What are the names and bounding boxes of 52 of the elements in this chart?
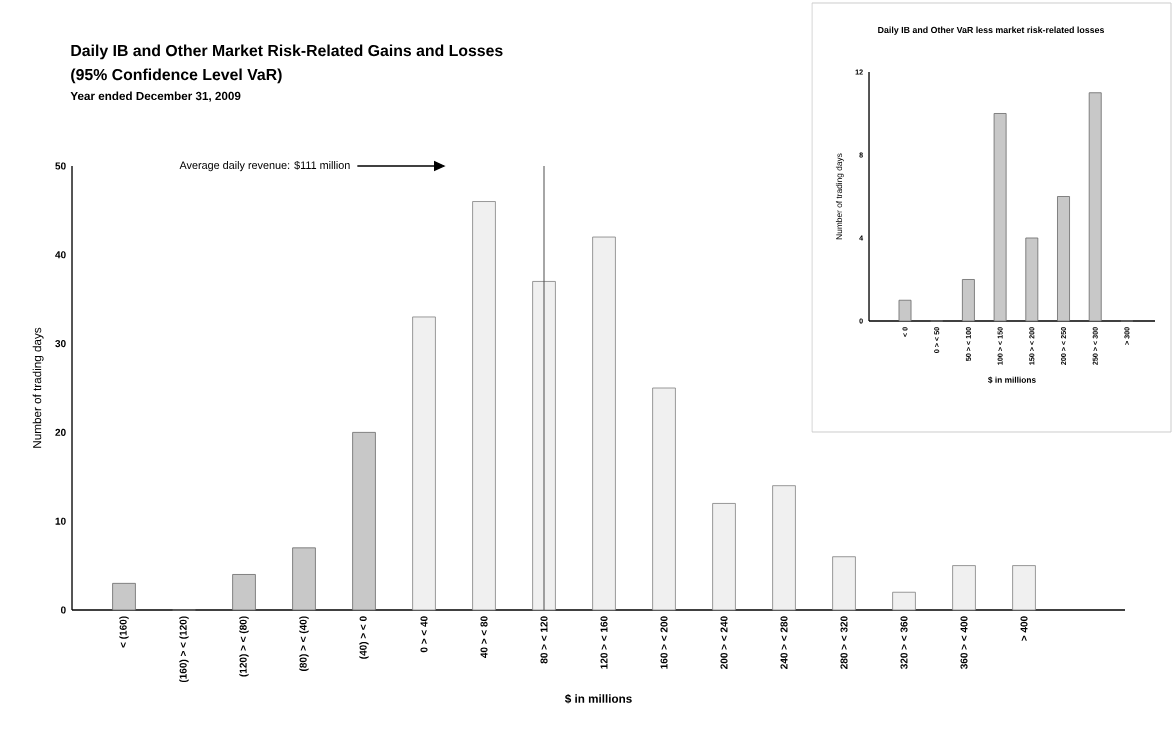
bar — [472, 201, 496, 611]
x-tick-label: (120) > < (80) — [239, 616, 249, 677]
x-tick-label: 0 > < 40 — [420, 616, 428, 653]
y-axis-title: Number of trading days — [32, 327, 44, 448]
x-tick-label: 360 > < 400 — [960, 616, 968, 670]
y-tick-label: 50 — [55, 162, 66, 170]
bar — [961, 279, 975, 322]
x-tick-label: 120 > < 160 — [600, 616, 608, 669]
y-tick-label: 10 — [55, 517, 66, 525]
x-axis-title: $ in millions — [988, 376, 1036, 384]
bar — [1012, 565, 1036, 611]
x-tick-label: 240 > < 280 — [780, 616, 788, 669]
y-axis-title: Number of trading days — [835, 153, 844, 240]
bar — [832, 556, 856, 611]
y-tick-label: 0 — [60, 606, 66, 614]
bar — [112, 582, 136, 611]
x-tick-label: 320 > < 360 — [900, 616, 908, 670]
chart-title: Daily IB and Other VaR less market risk-related losses — [878, 26, 1105, 35]
bar — [232, 574, 256, 611]
bar — [772, 485, 796, 611]
y-tick-label: 30 — [55, 340, 66, 348]
bar — [532, 281, 556, 611]
x-tick-label: (40) > < 0 — [359, 616, 369, 659]
bar — [652, 387, 676, 611]
bar — [898, 299, 912, 322]
bar — [712, 503, 736, 611]
bar — [412, 316, 436, 611]
x-tick-label: (80) > < (40) — [299, 616, 309, 671]
bar — [1025, 237, 1039, 322]
y-tick-label: 40 — [55, 251, 66, 259]
x-tick-label: 200 > < 240 — [720, 616, 728, 669]
x-tick-label: 80 > < 120 — [540, 616, 548, 664]
bar — [592, 236, 616, 611]
text: Year ended December 31, 2009 — [70, 91, 241, 102]
chart-title: Daily IB and Other Market Risk-Related Gains and Losses — [71, 44, 503, 60]
bar — [1088, 92, 1102, 322]
x-tick-label: 280 > < 320 — [840, 616, 848, 669]
x-tick-label: > 400 — [1020, 616, 1028, 641]
chart-subtitle: (95% Confidence Level VaR) — [71, 68, 282, 84]
bar — [1057, 196, 1070, 322]
bar — [993, 113, 1007, 322]
bar — [352, 431, 376, 611]
y-tick-label: 20 — [55, 428, 66, 436]
x-axis-title: $ in millions — [564, 694, 632, 704]
annotation: Average daily revenue: $111 million — [179, 160, 350, 172]
bar — [892, 591, 916, 611]
x-tick-label: (160) > < (120) — [179, 616, 189, 683]
x-tick-label: 40 > < 80 — [480, 616, 488, 658]
bar — [292, 547, 316, 611]
x-tick-label: < (160) — [119, 616, 129, 648]
bar — [952, 565, 976, 611]
x-tick-label: 160 > < 200 — [660, 616, 668, 669]
